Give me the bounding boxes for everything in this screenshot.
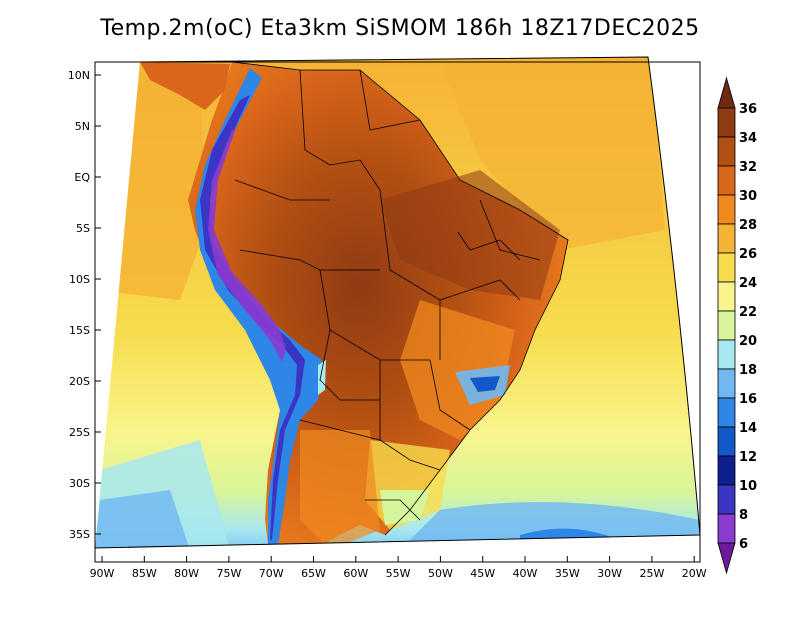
lat-tick-label: 20S bbox=[69, 375, 90, 388]
colorbar-segment bbox=[717, 513, 736, 544]
colorbar-label: 26 bbox=[739, 247, 757, 262]
colorbar-bottom-arrow bbox=[717, 542, 736, 575]
colorbar-label: 30 bbox=[739, 189, 757, 204]
lon-tick-label: 35W bbox=[555, 567, 580, 580]
colorbar-segment bbox=[717, 455, 736, 486]
lon-tick-label: 85W bbox=[132, 567, 157, 580]
lat-tick-label: 35S bbox=[69, 528, 90, 541]
andes-cold-band bbox=[195, 68, 322, 545]
lon-tick-label: 75W bbox=[216, 567, 241, 580]
map-title: Temp.2m(oC) Eta3km SiSMOM 186h 18Z17DEC2… bbox=[100, 16, 700, 41]
lon-tick-label: 55W bbox=[386, 567, 411, 580]
colorbar-segment bbox=[717, 165, 736, 196]
colorbar-top-arrow bbox=[717, 76, 736, 109]
colorbar-label: 24 bbox=[739, 276, 757, 291]
longitude-axis: 90W 85W 80W 75W 70W 65W 60W 55W 50W 45W 40W 35W 30W 2… bbox=[90, 556, 707, 580]
lon-tick-label: 65W bbox=[301, 567, 326, 580]
lon-tick-label: 25W bbox=[639, 567, 664, 580]
colorbar-label: 20 bbox=[739, 334, 757, 349]
colorbar-segment bbox=[717, 397, 736, 428]
political-borders bbox=[231, 61, 569, 536]
colorbar-label: 22 bbox=[739, 305, 757, 320]
colorbar-label: 36 bbox=[739, 102, 757, 117]
colorbar-label: 10 bbox=[739, 479, 757, 494]
colorbar-label: 28 bbox=[739, 218, 757, 233]
lon-tick-label: 45W bbox=[470, 567, 495, 580]
lat-tick-label: 5S bbox=[76, 222, 90, 235]
colorbar-label: 8 bbox=[739, 508, 748, 523]
colorbar: 36 34 32 30 28 26 24 22 20 18 16 14 12 10 8 6 bbox=[717, 76, 757, 575]
colorbar-label: 32 bbox=[739, 160, 757, 175]
lon-tick-label: 20W bbox=[682, 567, 707, 580]
lat-tick-label: 10N bbox=[68, 69, 90, 82]
colorbar-segment bbox=[717, 426, 736, 457]
colorbar-segment bbox=[717, 194, 736, 225]
colorbar-segment bbox=[717, 368, 736, 399]
colorbar-label: 14 bbox=[739, 421, 757, 436]
colorbar-segment bbox=[717, 223, 736, 254]
lat-tick-label: 30S bbox=[69, 477, 90, 490]
colorbar-label: 34 bbox=[739, 131, 757, 146]
colorbar-segment bbox=[717, 281, 736, 312]
colorbar-segment bbox=[717, 107, 736, 138]
colorbar-label: 18 bbox=[739, 363, 757, 378]
latitude-axis: 10N 5N EQ 5S 10S 15S 20S 25S 30S 35S bbox=[68, 69, 101, 541]
lon-tick-label: 40W bbox=[513, 567, 538, 580]
lon-tick-label: 90W bbox=[90, 567, 115, 580]
colorbar-segment bbox=[717, 136, 736, 167]
map-field bbox=[95, 57, 700, 548]
lat-tick-label: EQ bbox=[74, 171, 90, 184]
colorbar-label: 16 bbox=[739, 392, 757, 407]
lat-tick-label: 25S bbox=[69, 426, 90, 439]
lon-tick-label: 80W bbox=[174, 567, 199, 580]
colorbar-segment bbox=[717, 252, 736, 283]
lon-tick-label: 50W bbox=[428, 567, 453, 580]
colorbar-label: 12 bbox=[739, 450, 757, 465]
colorbar-label: 6 bbox=[739, 537, 748, 552]
colorbar-segment bbox=[717, 484, 736, 515]
plot-frame bbox=[94, 61, 701, 563]
lon-tick-label: 70W bbox=[259, 567, 284, 580]
lat-tick-label: 15S bbox=[69, 324, 90, 337]
lat-tick-label: 5N bbox=[75, 120, 90, 133]
colorbar-segment bbox=[717, 339, 736, 370]
colorbar-segment bbox=[717, 310, 736, 341]
lon-tick-label: 60W bbox=[343, 567, 368, 580]
lon-tick-label: 30W bbox=[597, 567, 622, 580]
lat-tick-label: 10S bbox=[69, 273, 90, 286]
